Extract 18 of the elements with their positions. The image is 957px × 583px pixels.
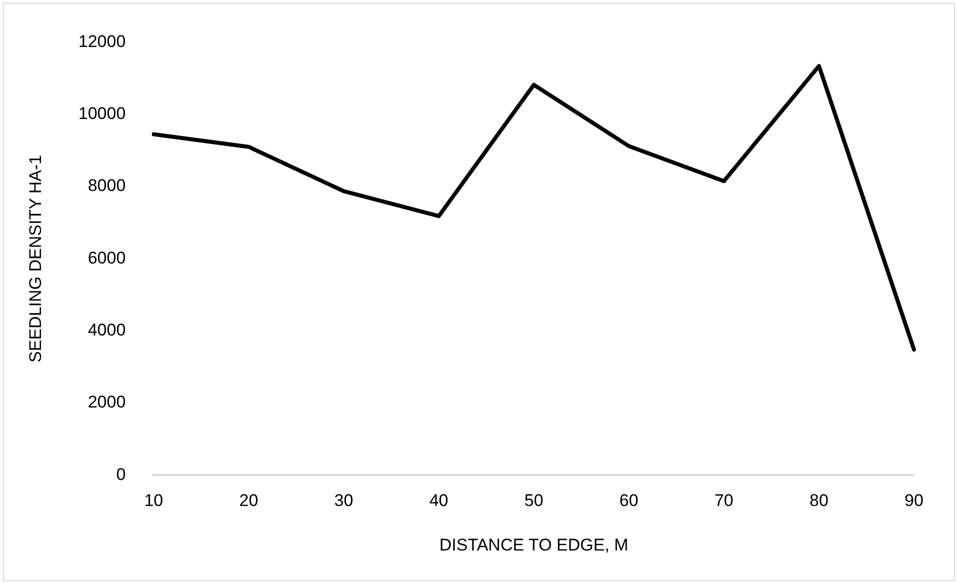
x-tick-label: 70 bbox=[714, 491, 734, 510]
x-tick-label: 80 bbox=[810, 491, 828, 510]
x-tick-label: 40 bbox=[429, 491, 448, 510]
y-tick-label: 10000 bbox=[78, 104, 126, 124]
x-axis-title: DISTANCE TO EDGE, M bbox=[439, 535, 628, 554]
y-tick-label: 8000 bbox=[88, 176, 126, 196]
x-tick-label: 20 bbox=[239, 491, 258, 510]
y-axis-title: SEEDLING DENSITY HA-1 bbox=[26, 154, 45, 362]
x-tick-label: 90 bbox=[904, 491, 924, 510]
y-tick-label: 4000 bbox=[88, 320, 126, 340]
y-tick-label: 0 bbox=[116, 464, 126, 484]
y-tick-label: 6000 bbox=[88, 248, 126, 268]
x-tick-label: 60 bbox=[619, 491, 638, 510]
y-tick-label: 12000 bbox=[78, 32, 126, 51]
x-tick-label: 50 bbox=[524, 491, 544, 510]
y-tick-label: 2000 bbox=[88, 392, 126, 412]
x-tick-label: 10 bbox=[144, 491, 164, 510]
x-tick-label: 30 bbox=[334, 491, 354, 510]
